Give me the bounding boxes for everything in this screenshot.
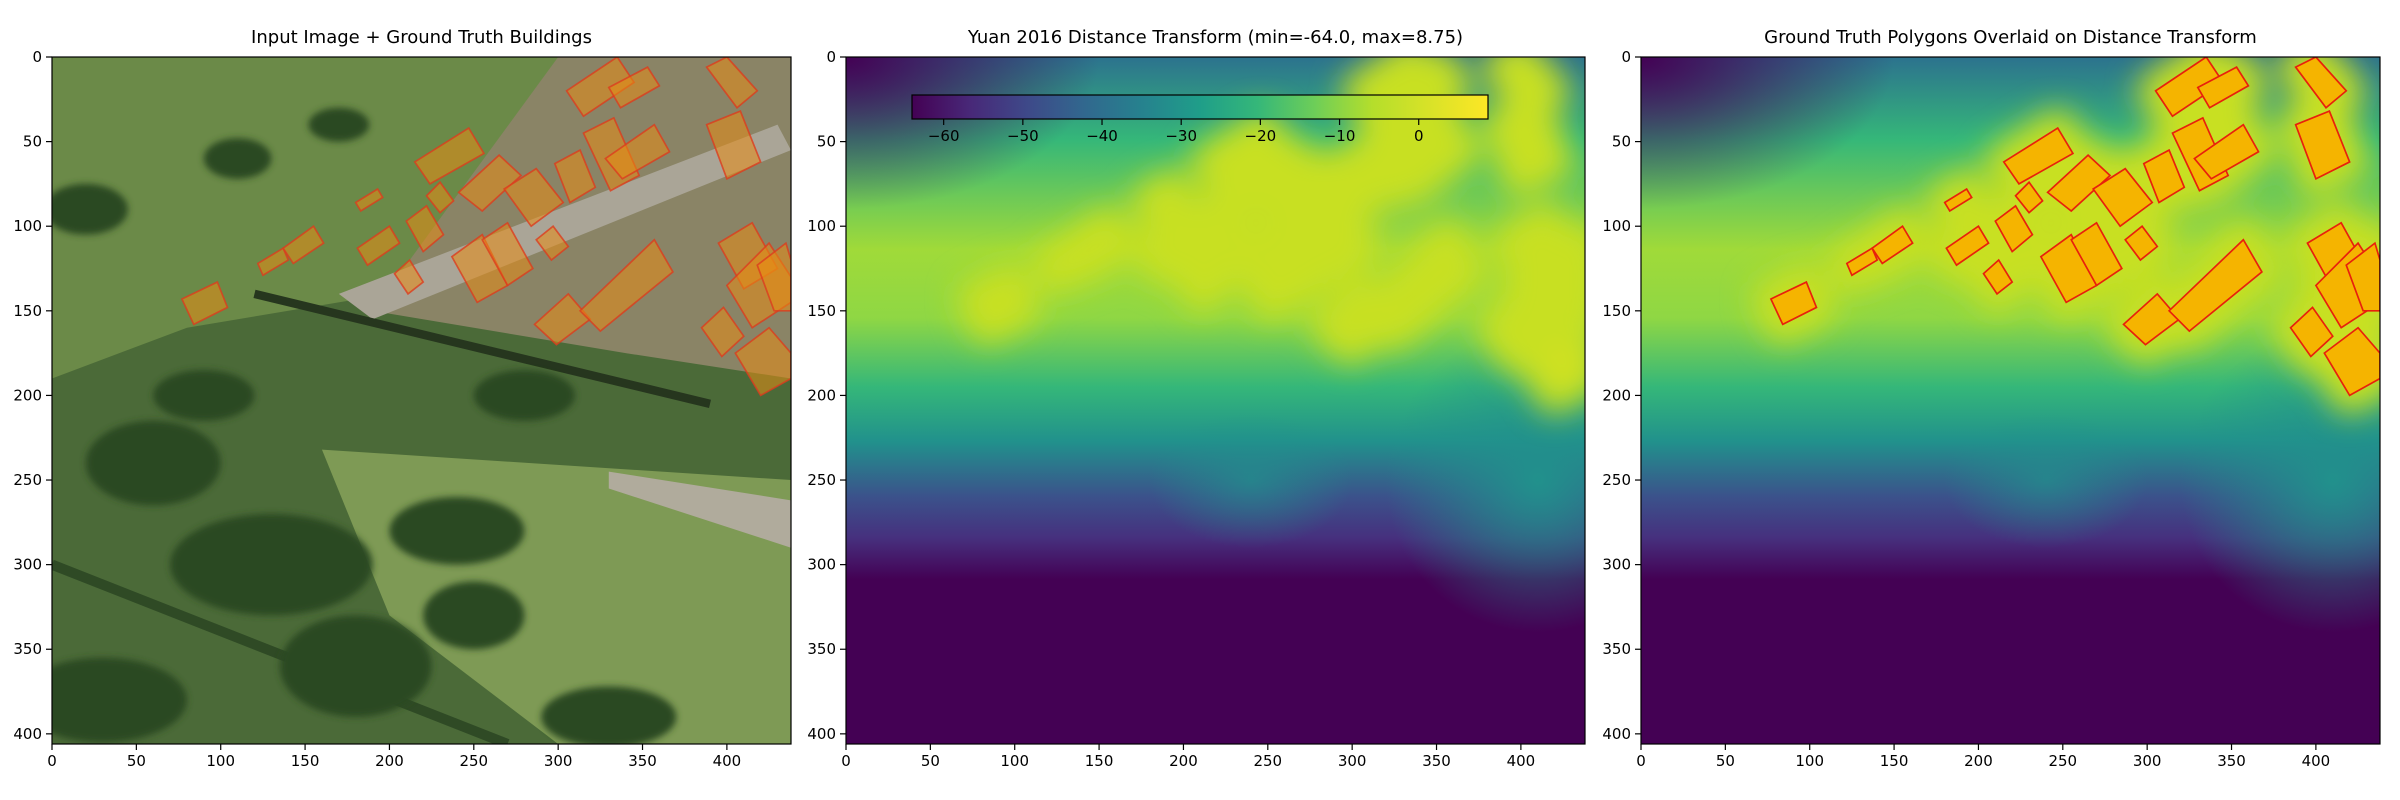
y-tick-label: 50 <box>23 133 42 151</box>
y-tick-label: 150 <box>13 302 42 320</box>
x-tick-label: 300 <box>1338 752 1367 770</box>
y-tick-label: 350 <box>13 640 42 658</box>
colorbar-tick-label: −60 <box>928 127 960 145</box>
x-tick-label: 0 <box>1636 752 1646 770</box>
x-tick-label: 200 <box>1169 752 1198 770</box>
y-tick-label: 200 <box>807 386 836 404</box>
x-tick-label: 0 <box>841 752 851 770</box>
y-tick-label: 50 <box>1612 133 1631 151</box>
y-tick-label: 0 <box>826 48 836 66</box>
x-tick-label: 200 <box>1964 752 1993 770</box>
y-tick-label: 100 <box>807 217 836 235</box>
x-tick-label: 250 <box>459 752 488 770</box>
x-tick-label: 400 <box>1507 752 1536 770</box>
x-tick-label: 250 <box>2048 752 2077 770</box>
y-tick-label: 150 <box>807 302 836 320</box>
axes-frame <box>51 56 792 745</box>
y-tick-label: 50 <box>817 133 836 151</box>
x-tick-label: 100 <box>1795 752 1824 770</box>
x-tick-label: 50 <box>127 752 146 770</box>
x-tick-label: 0 <box>47 752 57 770</box>
y-tick-label: 250 <box>13 471 42 489</box>
colorbar-tick-label: −40 <box>1086 127 1118 145</box>
colorbar-tick-label: −30 <box>1165 127 1197 145</box>
y-tick-label: 300 <box>807 556 836 574</box>
y-tick-label: 200 <box>13 386 42 404</box>
y-tick-label: 350 <box>1602 640 1631 658</box>
x-tick-label: 100 <box>206 752 235 770</box>
axes-frame <box>845 56 1586 745</box>
x-tick-label: 350 <box>2217 752 2246 770</box>
aerial-image <box>52 57 791 744</box>
y-tick-label: 400 <box>13 725 42 743</box>
panel-title: Input Image + Ground Truth Buildings <box>251 27 592 48</box>
x-tick-label: 400 <box>2302 752 2331 770</box>
y-tick-label: 300 <box>13 556 42 574</box>
colorbar-tick-label: −50 <box>1007 127 1039 145</box>
y-tick-label: 350 <box>807 640 836 658</box>
y-tick-label: 100 <box>1602 217 1631 235</box>
x-tick-label: 150 <box>291 752 320 770</box>
panel-title: Yuan 2016 Distance Transform (min=-64.0,… <box>967 27 1463 48</box>
y-tick-label: 0 <box>32 48 42 66</box>
y-tick-label: 300 <box>1602 556 1631 574</box>
colorbar <box>911 94 1489 120</box>
y-tick-label: 150 <box>1602 302 1631 320</box>
x-tick-label: 150 <box>1085 752 1114 770</box>
x-tick-label: 50 <box>921 752 940 770</box>
x-tick-label: 400 <box>713 752 742 770</box>
x-tick-label: 50 <box>1716 752 1735 770</box>
x-tick-label: 300 <box>2133 752 2162 770</box>
y-tick-label: 250 <box>807 471 836 489</box>
y-tick-label: 100 <box>13 217 42 235</box>
y-tick-label: 400 <box>807 725 836 743</box>
y-tick-label: 200 <box>1602 386 1631 404</box>
x-tick-label: 200 <box>375 752 404 770</box>
x-tick-label: 350 <box>628 752 657 770</box>
colorbar-tick-label: −20 <box>1245 127 1277 145</box>
axes-frame <box>1640 56 2381 745</box>
y-tick-label: 250 <box>1602 471 1631 489</box>
x-tick-label: 350 <box>1422 752 1451 770</box>
x-tick-label: 250 <box>1253 752 1282 770</box>
x-tick-label: 150 <box>1880 752 1909 770</box>
y-tick-label: 400 <box>1602 725 1631 743</box>
x-tick-label: 100 <box>1000 752 1029 770</box>
x-tick-label: 300 <box>544 752 573 770</box>
colorbar-tick-label: −10 <box>1324 127 1356 145</box>
y-tick-label: 0 <box>1621 48 1631 66</box>
colorbar-tick-label: 0 <box>1414 127 1424 145</box>
panel-title: Ground Truth Polygons Overlaid on Distan… <box>1764 27 2257 48</box>
